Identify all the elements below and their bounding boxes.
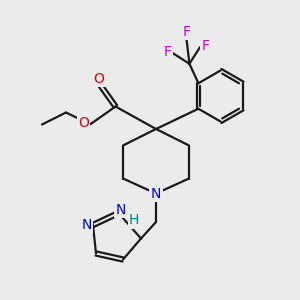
Text: O: O <box>94 72 104 86</box>
Text: F: F <box>201 39 209 53</box>
Text: F: F <box>182 25 190 39</box>
Text: H: H <box>129 214 139 227</box>
Text: N: N <box>81 218 92 232</box>
Text: F: F <box>164 45 172 59</box>
Text: O: O <box>78 116 89 130</box>
Text: N: N <box>116 203 126 217</box>
Text: N: N <box>151 187 161 200</box>
